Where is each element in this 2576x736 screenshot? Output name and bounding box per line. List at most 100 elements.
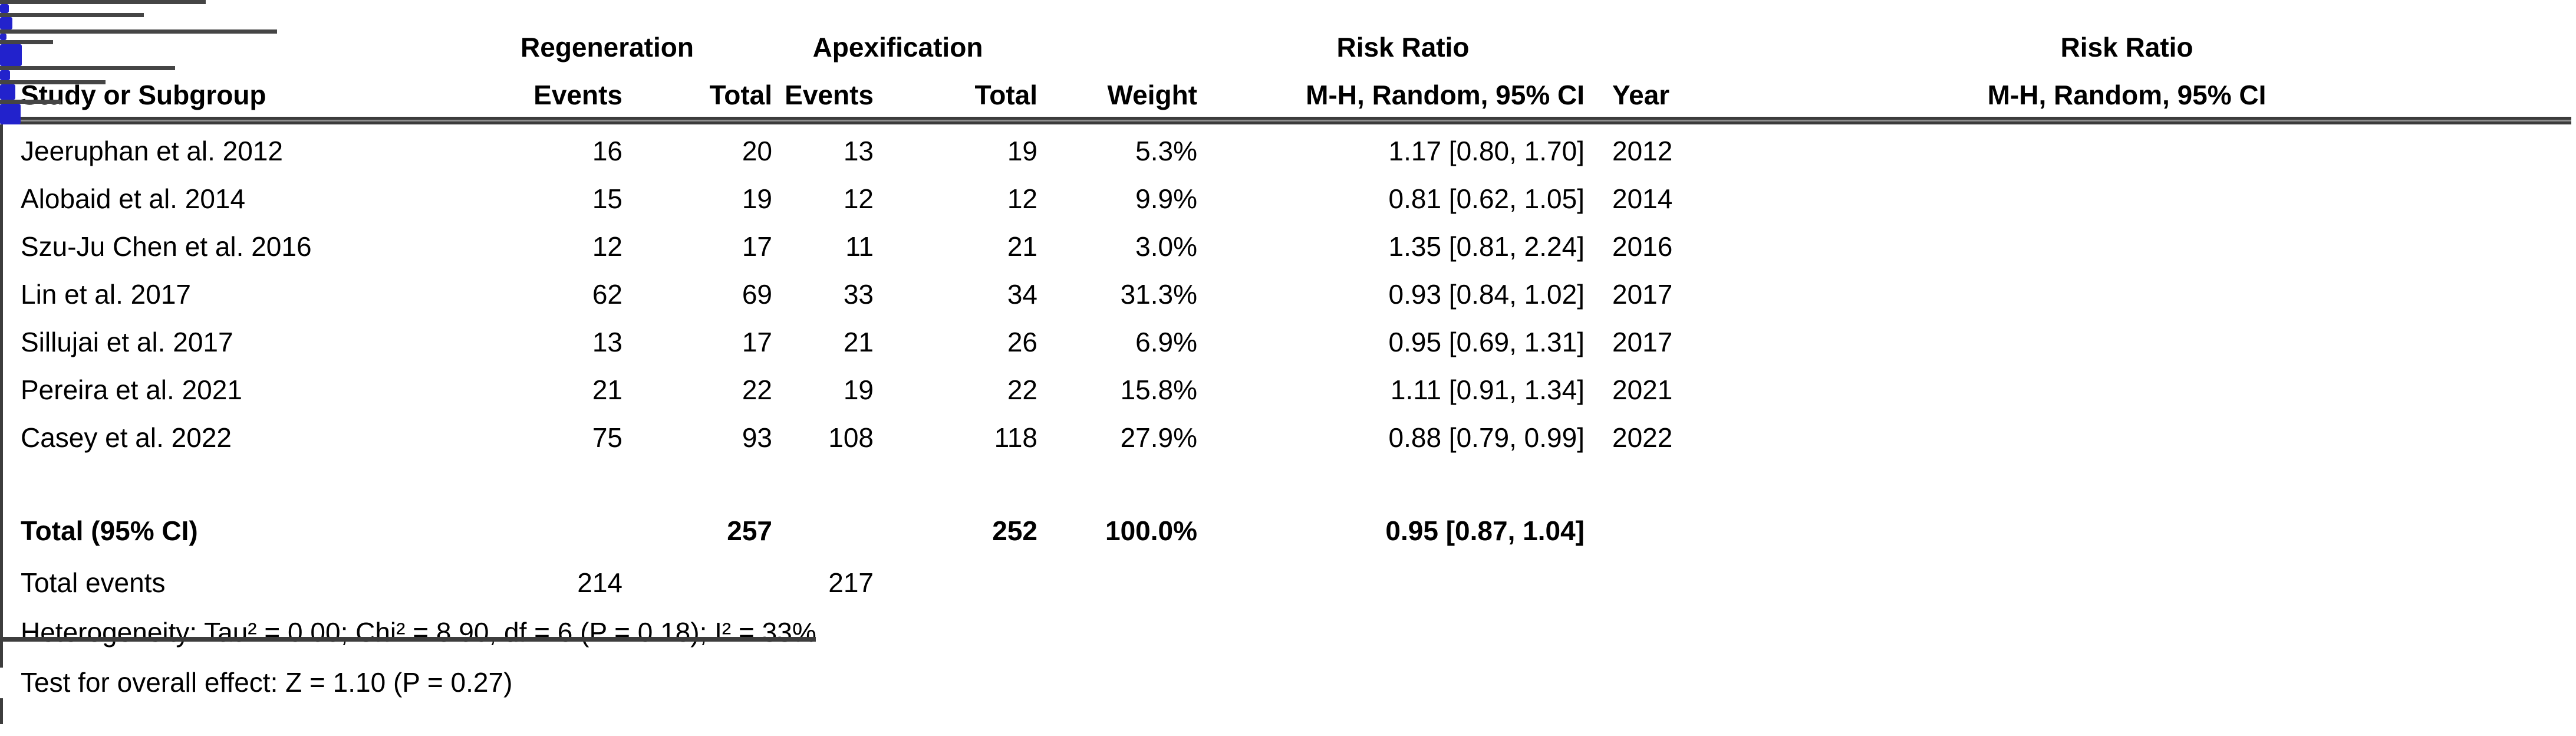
apex-events-cell: 13	[843, 136, 874, 166]
reg-events-cell: 62	[592, 279, 622, 310]
year-cell: 2017	[1612, 327, 1673, 357]
total-reg-total: 257	[727, 515, 772, 546]
year-cell: 2014	[1612, 183, 1673, 214]
apex-events-cell: 12	[843, 183, 874, 214]
point-estimate-marker	[0, 17, 12, 29]
total-label: Total (95% CI)	[21, 515, 198, 546]
apex-events-cell: 11	[845, 231, 874, 262]
reg-total-cell: 22	[742, 374, 772, 405]
null-line	[0, 124, 3, 637]
study-name: Casey et al. 2022	[21, 422, 232, 453]
axis-tick	[0, 642, 3, 668]
total-weight: 100.0%	[1105, 515, 1197, 546]
total-events-apex: 217	[828, 567, 874, 598]
ci-line	[0, 80, 106, 84]
column-header-apex-events: Events	[785, 80, 874, 110]
header-separator-line	[13, 117, 2571, 124]
study-name: Szu-Ju Chen et al. 2016	[21, 231, 312, 262]
point-estimate-marker	[0, 34, 6, 40]
group-header-risk-ratio-text: Risk Ratio	[1336, 32, 1470, 63]
ci-text-cell: 0.95 [0.69, 1.31]	[1388, 327, 1585, 357]
column-header-reg-events: Events	[533, 80, 622, 110]
study-name: Jeeruphan et al. 2012	[21, 136, 284, 166]
year-cell: 2021	[1612, 374, 1673, 405]
weight-cell: 27.9%	[1120, 422, 1197, 453]
year-cell: 2017	[1612, 279, 1673, 310]
weight-cell: 5.3%	[1135, 136, 1197, 166]
apex-total-cell: 12	[1007, 183, 1037, 214]
ci-text-cell: 1.35 [0.81, 2.24]	[1388, 231, 1585, 262]
column-header-reg-total: Total	[709, 80, 772, 110]
reg-total-cell: 69	[742, 279, 772, 310]
ci-text-cell: 0.81 [0.62, 1.05]	[1388, 183, 1585, 214]
apex-total-cell: 22	[1007, 374, 1037, 405]
reg-total-cell: 17	[742, 327, 772, 357]
group-header-regeneration: Regeneration	[521, 32, 694, 63]
apex-events-cell: 21	[843, 327, 874, 357]
reg-events-cell: 16	[592, 136, 622, 166]
ci-line	[0, 66, 175, 70]
apex-total-cell: 118	[994, 422, 1037, 453]
apex-events-cell: 19	[843, 374, 874, 405]
study-name: Sillujai et al. 2017	[21, 327, 233, 357]
apex-total-cell: 21	[1007, 231, 1037, 262]
point-estimate-marker	[0, 84, 15, 100]
total-events-reg: 214	[577, 567, 622, 598]
study-name: Alobaid et al. 2014	[21, 183, 246, 214]
x-axis-line	[0, 637, 816, 642]
apex-total-cell: 34	[1007, 279, 1037, 310]
reg-events-cell: 13	[592, 327, 622, 357]
reg-total-cell: 17	[742, 231, 772, 262]
ci-line	[0, 13, 144, 17]
year-cell: 2022	[1612, 422, 1673, 453]
axis-tick	[0, 698, 3, 724]
column-header-apex-total: Total	[974, 80, 1037, 110]
ci-line	[0, 29, 278, 34]
reg-total-cell: 19	[742, 183, 772, 214]
ci-text-cell: 0.88 [0.79, 0.99]	[1388, 422, 1585, 453]
year-cell: 2012	[1612, 136, 1673, 166]
total-events-label: Total events	[21, 567, 166, 598]
axis-tick-label: 0.5	[0, 668, 1288, 698]
reg-events-cell: 21	[592, 374, 622, 405]
weight-cell: 15.8%	[1120, 374, 1197, 405]
heterogeneity-text: Heterogeneity: Tau² = 0.00; Chi² = 8.90,…	[21, 617, 816, 648]
reg-events-cell: 75	[592, 422, 622, 453]
reg-events-cell: 15	[592, 183, 622, 214]
reg-total-cell: 20	[742, 136, 772, 166]
total-apex-total: 252	[992, 515, 1037, 546]
overall-effect-text: Test for overall effect: Z = 1.10 (P = 0…	[21, 667, 513, 698]
ci-line	[0, 0, 206, 4]
apex-total-cell: 19	[1007, 136, 1037, 166]
ci-text-cell: 0.93 [0.84, 1.02]	[1388, 279, 1585, 310]
apex-events-cell: 33	[843, 279, 874, 310]
column-header-ci-plot: M-H, Random, 95% CI	[1987, 80, 2267, 110]
group-header-apexification: Apexification	[812, 32, 983, 63]
point-estimate-marker	[0, 104, 21, 124]
column-header-year: Year	[1612, 80, 1670, 110]
column-header-ci-text: M-H, Random, 95% CI	[1306, 80, 1585, 110]
apex-total-cell: 26	[1007, 327, 1037, 357]
reg-events-cell: 12	[592, 231, 622, 262]
point-estimate-marker	[0, 4, 9, 13]
column-header-weight: Weight	[1107, 80, 1197, 110]
reg-total-cell: 93	[742, 422, 772, 453]
group-header-risk-ratio-plot: Risk Ratio	[2060, 32, 2193, 63]
ci-text-cell: 1.17 [0.80, 1.70]	[1388, 136, 1585, 166]
study-name: Pereira et al. 2021	[21, 374, 242, 405]
ci-line	[0, 40, 53, 44]
weight-cell: 3.0%	[1135, 231, 1197, 262]
ci-text-cell: 1.11 [0.91, 1.34]	[1390, 374, 1585, 405]
total-ci-text: 0.95 [0.87, 1.04]	[1385, 515, 1585, 546]
ci-line	[0, 100, 62, 104]
axis-tick-label: 0.7	[0, 724, 1288, 736]
weight-cell: 9.9%	[1135, 183, 1197, 214]
study-name: Lin et al. 2017	[21, 279, 192, 310]
year-cell: 2016	[1612, 231, 1673, 262]
point-estimate-marker	[0, 44, 22, 66]
weight-cell: 6.9%	[1135, 327, 1197, 357]
apex-events-cell: 108	[828, 422, 874, 453]
weight-cell: 31.3%	[1120, 279, 1197, 310]
